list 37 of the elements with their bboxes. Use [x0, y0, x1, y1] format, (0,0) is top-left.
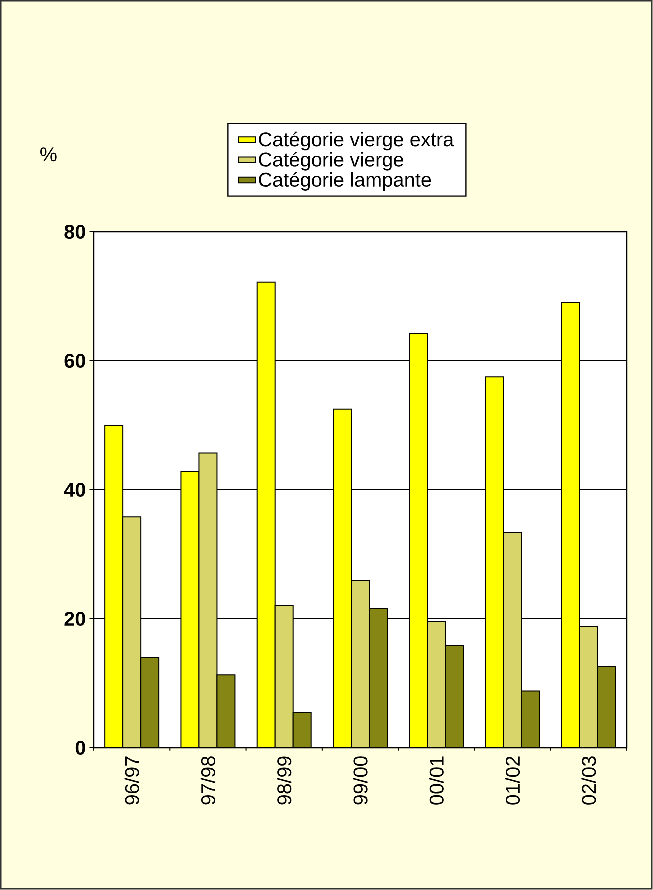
- y-tick-label: 40: [64, 482, 86, 498]
- x-tick-label: 98/99: [277, 756, 292, 805]
- x-tick-label: 97/98: [200, 756, 216, 805]
- bar: [369, 608, 388, 748]
- bar: [561, 302, 580, 748]
- y-tick-label: 80: [64, 224, 86, 240]
- bar: [180, 471, 200, 748]
- bar: [521, 690, 540, 748]
- bar: [579, 626, 598, 748]
- bar: [292, 712, 312, 748]
- y-tick-label: 60: [64, 354, 86, 368]
- y-tick-label: 20: [64, 612, 86, 626]
- legend-label: Catégorie lampante: [259, 172, 432, 191]
- bar: [351, 580, 370, 748]
- x-tick-label: 01/02: [505, 756, 520, 805]
- y-tick-label: 0: [76, 740, 86, 756]
- bar: [198, 452, 218, 748]
- legend-label: Catégorie vierge: [259, 152, 404, 171]
- legend-label: Catégorie vierge extra: [259, 132, 454, 151]
- x-tick-label: 00/01: [429, 756, 444, 805]
- bar: [485, 376, 504, 748]
- bar: [216, 674, 236, 748]
- bar: [274, 604, 294, 748]
- y-axis-title: %: [40, 148, 57, 162]
- bar: [140, 657, 160, 748]
- bar: [104, 425, 124, 748]
- bar: [427, 621, 446, 748]
- bar: [256, 282, 276, 748]
- x-tick-label: 02/03: [582, 756, 596, 805]
- bar: [333, 408, 352, 748]
- bar: [409, 333, 428, 748]
- bar: [122, 516, 142, 748]
- bar: [445, 644, 464, 748]
- x-tick-label: 96/97: [124, 756, 140, 805]
- bar: [503, 532, 522, 748]
- x-tick-label: 99/00: [353, 756, 368, 805]
- bar: [597, 666, 616, 748]
